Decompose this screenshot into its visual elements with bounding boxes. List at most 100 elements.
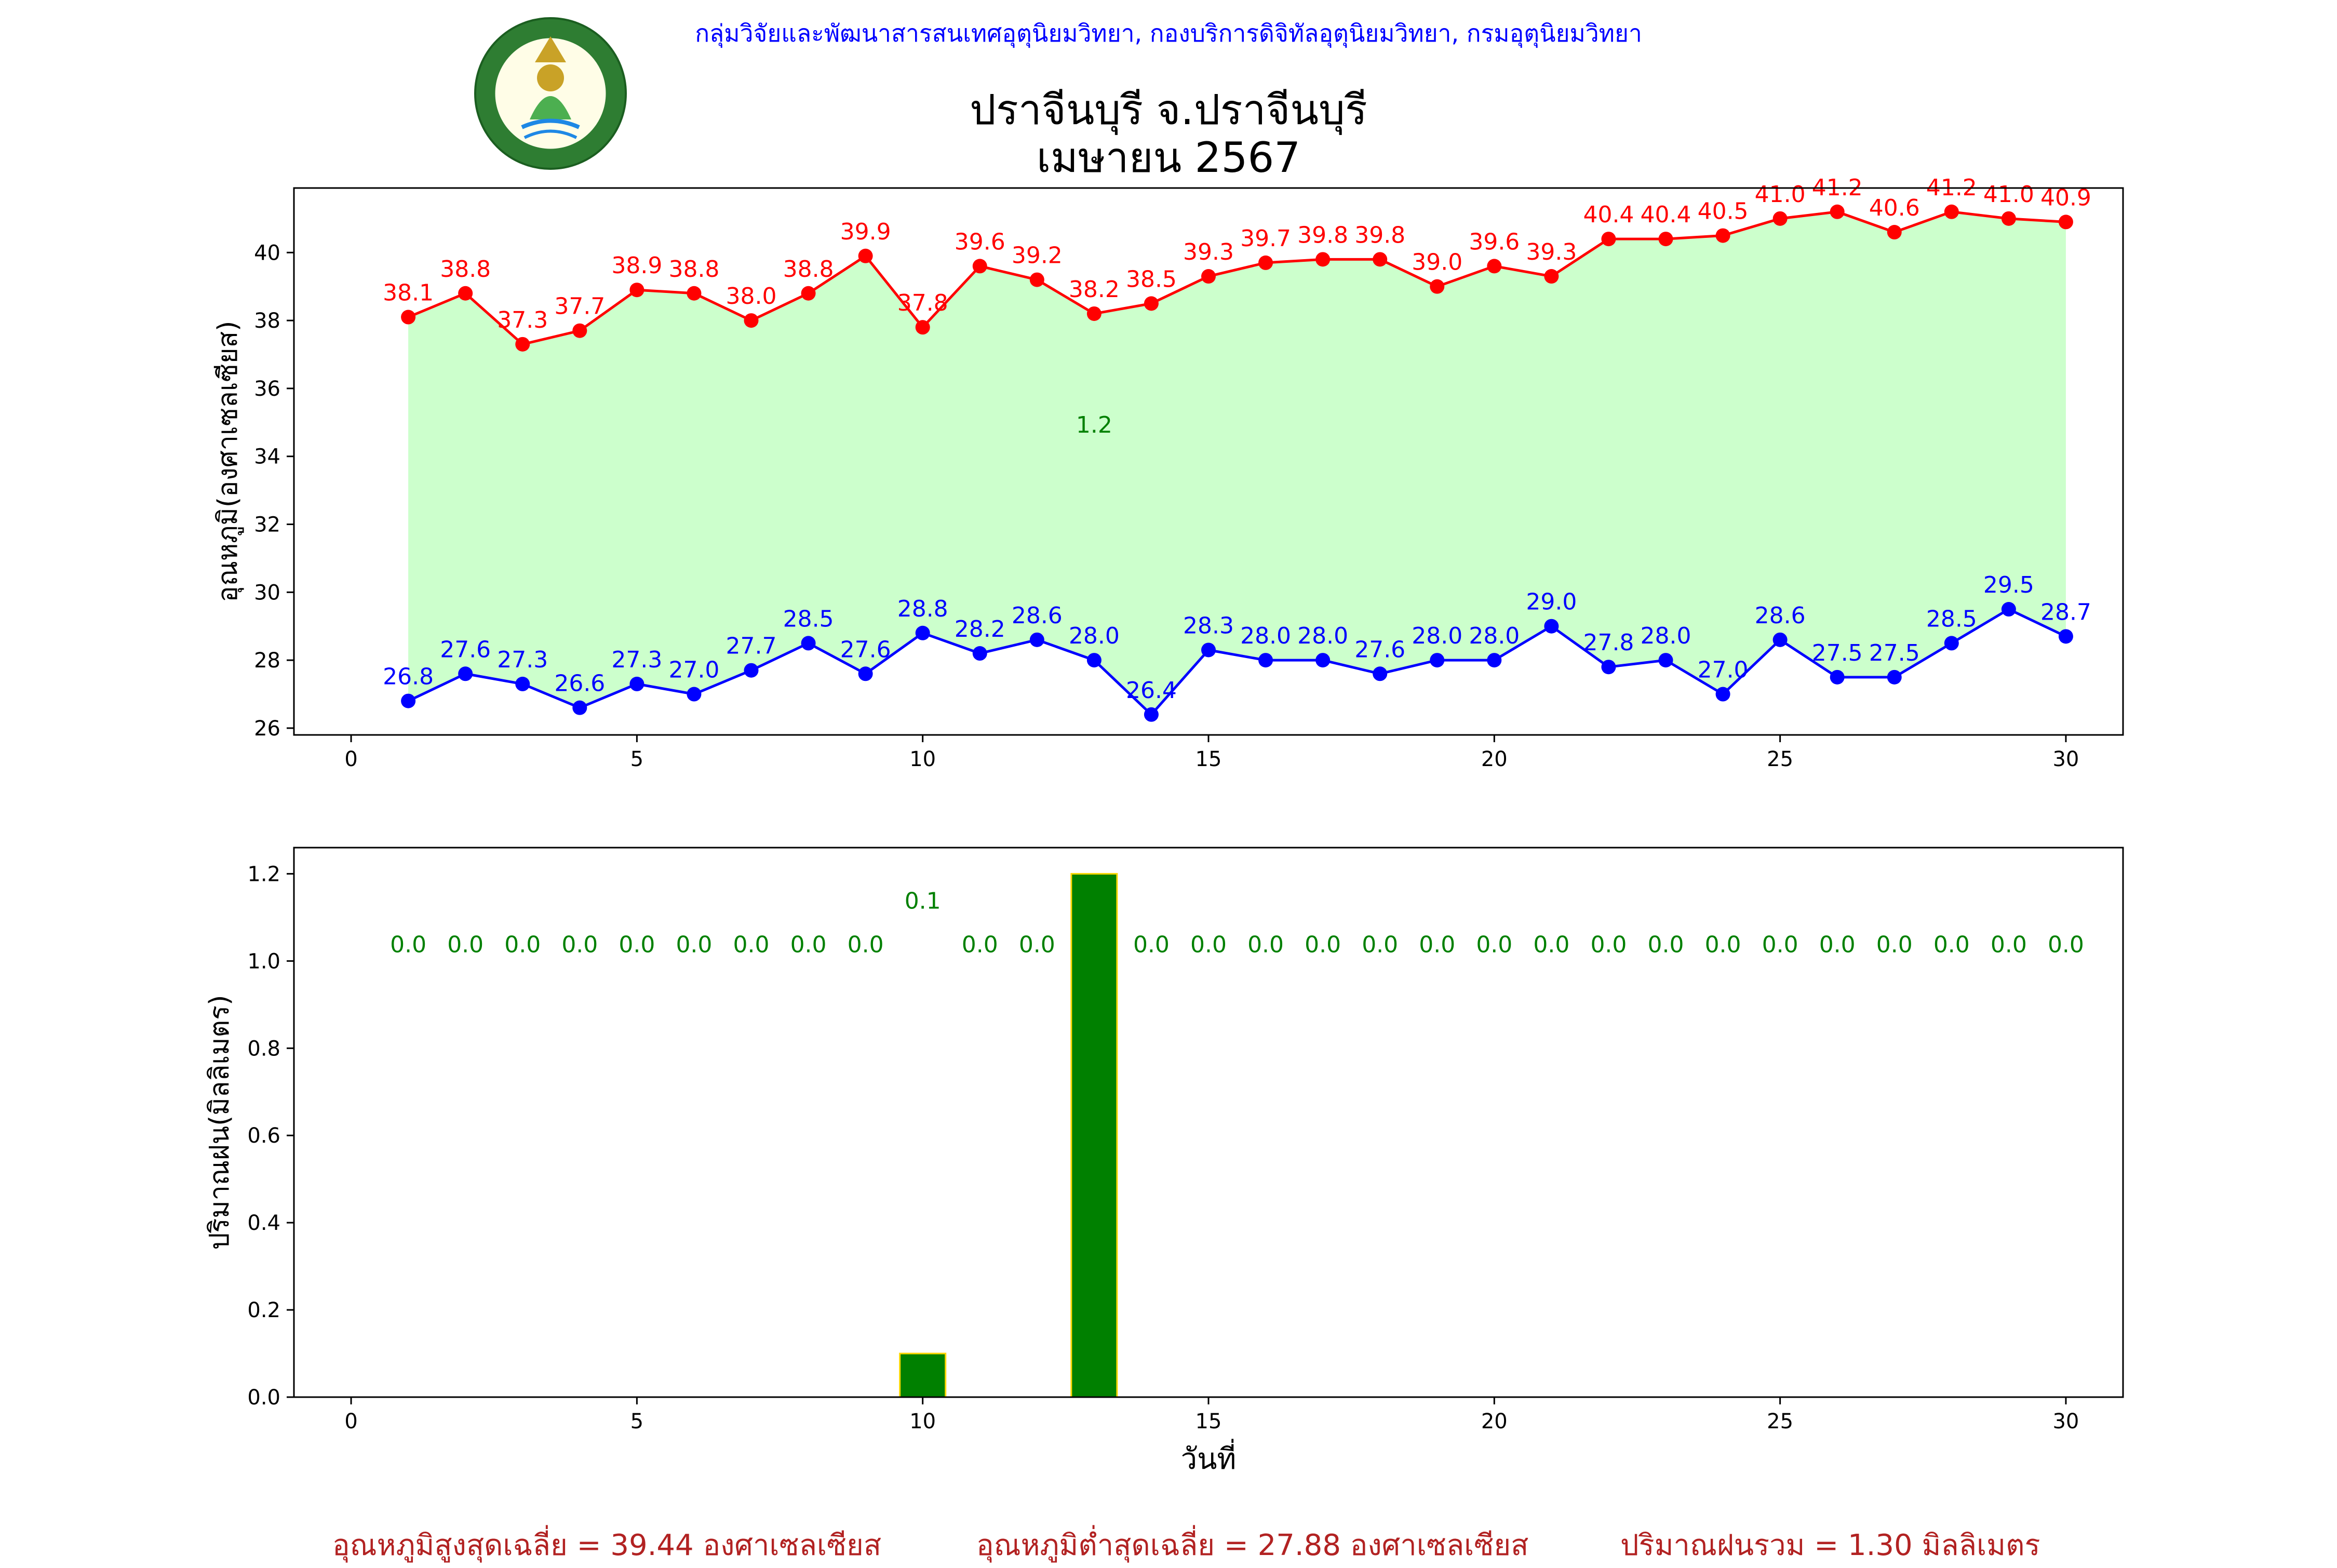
rain-label: 0.0 (619, 932, 655, 958)
max-temp-label: 38.1 (383, 280, 434, 306)
min-temp-label: 28.5 (783, 606, 834, 632)
rain-label: 0.0 (1019, 932, 1055, 958)
min-temp-label: 28.6 (1755, 602, 1806, 629)
min-temp-label: 28.0 (1069, 623, 1120, 649)
min-temp-label: 27.0 (1698, 657, 1749, 684)
y-tick-label: 1.0 (247, 949, 280, 973)
max-temp-point (744, 313, 759, 328)
max-temp-point (801, 286, 816, 301)
max-temp-label: 38.0 (726, 283, 777, 310)
max-temp-label: 41.0 (1983, 181, 2034, 208)
x-tick-label: 0 (344, 747, 357, 771)
rain-label: 0.0 (1819, 932, 1856, 958)
min-temp-label: 28.7 (2040, 599, 2091, 625)
x-tick-label: 10 (909, 1410, 936, 1433)
max-temp-label: 40.9 (2040, 184, 2091, 211)
max-temp-label: 39.3 (1526, 239, 1577, 265)
y-tick-label: 26 (254, 717, 280, 741)
min-temp-point (744, 663, 759, 678)
rain-label: 0.0 (1419, 932, 1455, 958)
min-temp-point (1430, 653, 1445, 668)
y-tick-label: 0.0 (247, 1386, 280, 1410)
min-temp-label: 27.8 (1583, 629, 1634, 656)
x-tick-label: 20 (1481, 1410, 1508, 1433)
min-temp-point (458, 666, 473, 681)
max-temp-label: 39.3 (1183, 239, 1234, 265)
rain-y-axis-label: ปริมาณฝน(มิลลิเมตร) (204, 995, 235, 1250)
y-tick-label: 32 (254, 513, 280, 537)
rain-plot-frame (293, 847, 2124, 1398)
y-tick-label: 0.8 (247, 1037, 280, 1061)
min-temp-point (2001, 602, 2016, 617)
rain-label: 0.0 (1991, 932, 2027, 958)
max-temp-point (1029, 272, 1044, 287)
rain-label: 0.0 (1648, 932, 1684, 958)
max-temp-point (1601, 232, 1616, 247)
max-temp-label: 39.2 (1012, 243, 1063, 269)
min-temp-label: 28.0 (1641, 623, 1691, 649)
max-temp-label: 37.8 (897, 290, 948, 316)
max-temp-point (1086, 306, 1102, 321)
min-temp-point (687, 687, 702, 702)
rain-label: 0.0 (676, 932, 712, 958)
y-tick-label: 0.6 (247, 1124, 280, 1148)
max-temp-label: 39.7 (1240, 225, 1291, 252)
rain-label: 0.0 (390, 932, 426, 958)
temperature-chart: 38.138.837.337.738.9 38.838.038.839.937.8… (212, 175, 2124, 771)
x-tick-label: 20 (1481, 747, 1508, 771)
min-temp-label: 28.0 (1297, 623, 1348, 649)
max-temp-point (1201, 269, 1216, 284)
max-temp-point (1373, 252, 1388, 267)
min-temp-label: 28.0 (1240, 623, 1291, 649)
max-temp-point (572, 323, 587, 338)
avg-max-temp-text: อุณหภูมิสูงสุดเฉลี่ย = 39.44 องศาเซลเซีย… (332, 1529, 882, 1562)
max-temp-point (1315, 252, 1331, 267)
min-temp-point (1830, 669, 1845, 685)
min-temp-label: 26.6 (554, 671, 605, 697)
min-temp-point (915, 625, 930, 640)
max-temp-point (515, 337, 530, 352)
min-temp-label: 27.6 (440, 636, 491, 663)
max-temp-point (629, 283, 644, 298)
min-temp-line (408, 608, 2067, 717)
max-temp-point (1944, 204, 1959, 219)
min-temp-label: 28.2 (955, 616, 1005, 642)
min-temp-point (515, 676, 530, 691)
max-temp-point (1887, 225, 1902, 240)
min-temp-point (1658, 653, 1673, 668)
x-tick-label: 15 (1196, 747, 1222, 771)
max-temp-point (1830, 204, 1845, 219)
min-temp-point (401, 693, 416, 708)
total-rain-text: ปริมาณฝนรวม = 1.30 มิลลิเมตร (1620, 1529, 2040, 1562)
max-temp-label: 38.8 (668, 256, 719, 283)
min-temp-label: 28.0 (1412, 623, 1462, 649)
min-temp-point (1144, 707, 1159, 722)
rain-bar (899, 1352, 947, 1398)
max-temp-point (2001, 211, 2016, 226)
min-temp-point (1887, 669, 1902, 685)
rain-label: 0.0 (962, 932, 998, 958)
max-temp-point (1715, 228, 1730, 243)
max-temp-label: 39.6 (1469, 229, 1520, 255)
y-tick-label: 40 (254, 241, 280, 265)
x-tick-label: 25 (1767, 747, 1793, 771)
rain-label: 0.0 (1476, 932, 1512, 958)
rain-label: 0.0 (1590, 932, 1627, 958)
min-temp-point (858, 666, 873, 681)
max-temp-label: 38.2 (1069, 276, 1120, 303)
min-temp-label: 28.5 (1926, 606, 1977, 632)
rain-label: 0.0 (1362, 932, 1398, 958)
max-temp-label: 40.4 (1583, 202, 1634, 228)
rain-label: 0.0 (447, 932, 483, 958)
temperature-y-axis-label: อุณหภูมิ(องศาเซลเซียส) (212, 321, 244, 602)
min-temp-label: 28.3 (1183, 612, 1234, 639)
max-temp-label: 39.8 (1297, 222, 1348, 248)
rain-label: 0.0 (1247, 932, 1284, 958)
min-temp-label: 27.3 (611, 647, 662, 673)
min-temp-point (1029, 632, 1044, 647)
min-temp-point (1772, 632, 1788, 647)
max-temp-point (1658, 232, 1673, 247)
rain-label: 0.0 (1762, 932, 1798, 958)
min-temp-label: 29.0 (1526, 589, 1577, 615)
y-tick-label: 36 (254, 377, 280, 401)
